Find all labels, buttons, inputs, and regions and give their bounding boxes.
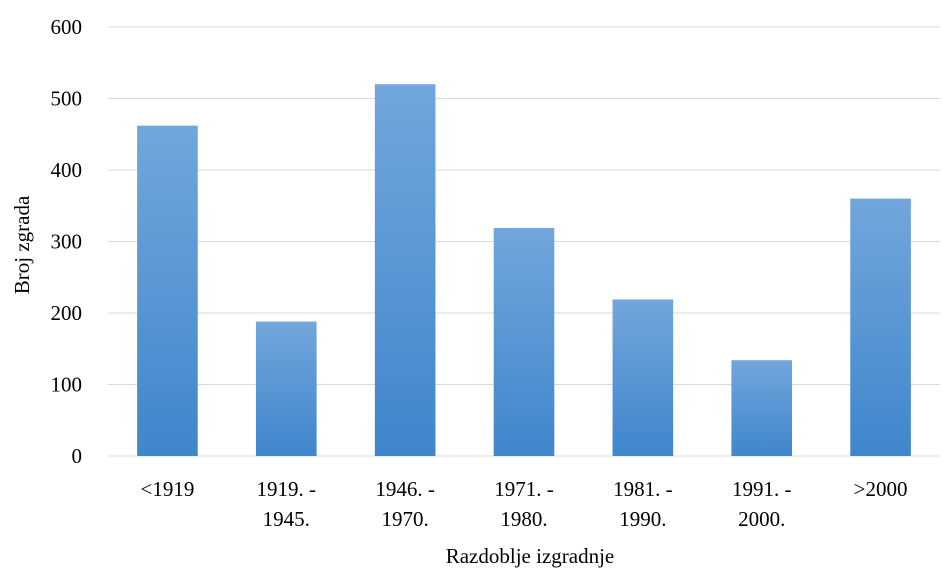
x-tick-label: 1991. -: [732, 477, 792, 501]
bar: [255, 321, 317, 456]
y-tick-label: 300: [51, 230, 83, 254]
x-tick-label: 1981. -: [613, 477, 673, 501]
y-tick-label: 400: [51, 158, 83, 182]
y-tick-label: 600: [51, 15, 83, 39]
y-axis-title: Broj zgrada: [10, 195, 34, 294]
x-axis-title: Razdoblje izgradnje: [446, 544, 615, 568]
bar: [493, 227, 555, 456]
y-tick-label: 100: [51, 373, 83, 397]
bar: [374, 84, 436, 456]
bars: [137, 84, 911, 457]
x-tick-label: 1946. -: [375, 477, 435, 501]
bar: [137, 125, 198, 457]
x-tick-label: 1919. -: [257, 477, 317, 501]
y-tick-label: 0: [72, 444, 83, 468]
y-axis-ticks: 0 100 200 300 400 500 600: [51, 15, 83, 468]
x-tick-label: 1971. -: [494, 477, 554, 501]
bar: [850, 198, 911, 456]
bar: [612, 299, 674, 456]
x-axis-ticks: <1919 1919. - 1945. 1946. - 1970. 1971. - 1980…: [141, 477, 908, 531]
x-tick-label: 1980.: [500, 507, 547, 531]
x-tick-label: <1919: [141, 477, 195, 501]
x-tick-label: 1990.: [619, 507, 666, 531]
x-tick-label: >2000: [854, 477, 908, 501]
x-tick-label: 1945.: [263, 507, 310, 531]
y-tick-label: 200: [51, 301, 83, 325]
bar: [731, 360, 793, 456]
y-tick-label: 500: [51, 87, 83, 111]
x-tick-label: 2000.: [738, 507, 785, 531]
x-tick-label: 1970.: [382, 507, 429, 531]
